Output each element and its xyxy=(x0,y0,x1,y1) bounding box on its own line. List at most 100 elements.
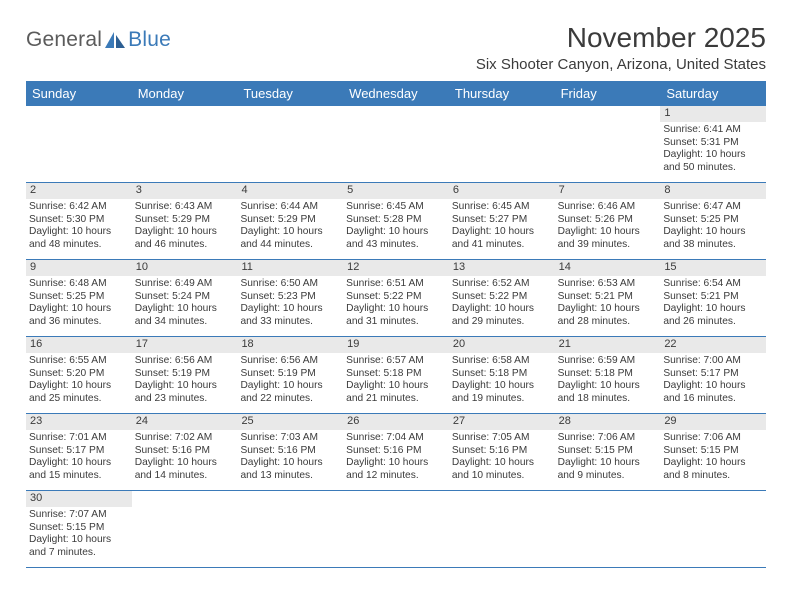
daylight-text: Daylight: 10 hours and 33 minutes. xyxy=(240,303,340,329)
day-cell: 24Sunrise: 7:02 AMSunset: 5:16 PMDayligh… xyxy=(132,414,238,490)
header: General Blue November 2025 Six Shooter C… xyxy=(26,22,766,73)
day-cell: 15 Sunrise: 6:54 AMSunset: 5:21 PMDayligh… xyxy=(660,260,766,336)
day-number xyxy=(343,491,449,493)
day-cell: 1Sunrise: 6:41 AMSunset: 5:31 PMDaylight… xyxy=(660,106,766,182)
day-number xyxy=(343,106,449,108)
brand-name-1: General xyxy=(26,28,102,52)
sunrise-text: Sunrise: 6:52 AM xyxy=(452,278,552,291)
daylight-text: Daylight: 10 hours and 14 minutes. xyxy=(135,457,235,483)
day-cell: 23Sunrise: 7:01 AMSunset: 5:17 PMDayligh… xyxy=(26,414,132,490)
sunset-text: Sunset: 5:25 PM xyxy=(29,291,129,304)
title-block: November 2025 Six Shooter Canyon, Arizon… xyxy=(476,22,766,73)
sunset-text: Sunset: 5:28 PM xyxy=(346,214,446,227)
day-content: Sunrise: 7:01 AMSunset: 5:17 PMDaylight:… xyxy=(29,432,129,483)
daylight-text: Daylight: 10 hours and 19 minutes. xyxy=(452,380,552,406)
sunset-text: Sunset: 5:15 PM xyxy=(29,522,129,535)
day-number: 20 xyxy=(449,337,555,353)
sunset-text: Sunset: 5:16 PM xyxy=(240,445,340,458)
day-number xyxy=(555,106,661,108)
sunset-text: Sunset: 5:25 PM xyxy=(663,214,763,227)
day-content: Sunrise: 7:05 AMSunset: 5:16 PMDaylight:… xyxy=(452,432,552,483)
day-number: 17 xyxy=(132,337,238,353)
day-cell: 25Sunrise: 7:03 AMSunset: 5:16 PMDayligh… xyxy=(237,414,343,490)
day-number: 9 xyxy=(26,260,132,276)
sail-icon xyxy=(104,31,126,49)
sunrise-text: Sunrise: 7:01 AM xyxy=(29,432,129,445)
sunrise-text: Sunrise: 7:02 AM xyxy=(135,432,235,445)
day-cell: 20 Sunrise: 6:58 AMSunset: 5:18 PMDayligh… xyxy=(449,337,555,413)
day-content: Sunrise: 6:45 AMSunset: 5:28 PMDaylight:… xyxy=(346,201,446,252)
sunrise-text: Sunrise: 7:07 AM xyxy=(29,509,129,522)
weekday-header: Thursday xyxy=(449,82,555,106)
day-content: Sunrise: 6:52 AMSunset: 5:22 PMDaylight:… xyxy=(452,278,552,329)
day-cell: 6Sunrise: 6:45 AMSunset: 5:27 PMDaylight… xyxy=(449,183,555,259)
day-cell-empty xyxy=(343,106,449,182)
day-cell-empty xyxy=(555,491,661,567)
weekday-header: Monday xyxy=(132,82,238,106)
daylight-text: Daylight: 10 hours and 16 minutes. xyxy=(663,380,763,406)
day-number: 30 xyxy=(26,491,132,507)
day-content: Sunrise: 6:47 AMSunset: 5:25 PMDaylight:… xyxy=(663,201,763,252)
day-number: 10 xyxy=(132,260,238,276)
weekday-header-row: Sunday Monday Tuesday Wednesday Thursday… xyxy=(26,82,766,106)
brand-logo: General Blue xyxy=(26,22,171,52)
sunset-text: Sunset: 5:20 PM xyxy=(29,368,129,381)
sunrise-text: Sunrise: 6:56 AM xyxy=(135,355,235,368)
day-content: Sunrise: 6:50 AMSunset: 5:23 PMDaylight:… xyxy=(240,278,340,329)
sunset-text: Sunset: 5:16 PM xyxy=(346,445,446,458)
day-content: Sunrise: 6:48 AMSunset: 5:25 PMDaylight:… xyxy=(29,278,129,329)
day-cell-empty xyxy=(237,491,343,567)
day-number xyxy=(132,491,238,493)
daylight-text: Daylight: 10 hours and 36 minutes. xyxy=(29,303,129,329)
day-content: Sunrise: 6:56 AMSunset: 5:19 PMDaylight:… xyxy=(135,355,235,406)
day-cell: 19Sunrise: 6:57 AMSunset: 5:18 PMDayligh… xyxy=(343,337,449,413)
day-number xyxy=(449,106,555,108)
sunset-text: Sunset: 5:16 PM xyxy=(452,445,552,458)
day-cell: 7Sunrise: 6:46 AMSunset: 5:26 PMDaylight… xyxy=(555,183,661,259)
day-number: 4 xyxy=(237,183,343,199)
day-content: Sunrise: 6:44 AMSunset: 5:29 PMDaylight:… xyxy=(240,201,340,252)
daylight-text: Daylight: 10 hours and 25 minutes. xyxy=(29,380,129,406)
day-cell-empty xyxy=(132,491,238,567)
day-number: 22 xyxy=(660,337,766,353)
sunrise-text: Sunrise: 7:06 AM xyxy=(558,432,658,445)
day-content: Sunrise: 7:06 AMSunset: 5:15 PMDaylight:… xyxy=(558,432,658,483)
day-number: 27 xyxy=(449,414,555,430)
day-number: 11 xyxy=(237,260,343,276)
day-number: 15 xyxy=(660,260,766,276)
day-cell: 29Sunrise: 7:06 AMSunset: 5:15 PMDayligh… xyxy=(660,414,766,490)
day-content: Sunrise: 7:03 AMSunset: 5:16 PMDaylight:… xyxy=(240,432,340,483)
daylight-text: Daylight: 10 hours and 43 minutes. xyxy=(346,226,446,252)
calendar-page: General Blue November 2025 Six Shooter C… xyxy=(0,0,792,568)
sunrise-text: Sunrise: 6:49 AM xyxy=(135,278,235,291)
weekday-header: Tuesday xyxy=(237,82,343,106)
weekday-header: Saturday xyxy=(660,82,766,106)
day-number: 14 xyxy=(555,260,661,276)
day-cell: 14 Sunrise: 6:53 AMSunset: 5:21 PMDayligh… xyxy=(555,260,661,336)
day-cell-empty xyxy=(449,491,555,567)
day-number: 13 xyxy=(449,260,555,276)
day-number: 3 xyxy=(132,183,238,199)
daylight-text: Daylight: 10 hours and 46 minutes. xyxy=(135,226,235,252)
sunset-text: Sunset: 5:18 PM xyxy=(452,368,552,381)
calendar-week-row: 1Sunrise: 6:41 AMSunset: 5:31 PMDaylight… xyxy=(26,106,766,183)
sunrise-text: Sunrise: 6:47 AM xyxy=(663,201,763,214)
daylight-text: Daylight: 10 hours and 39 minutes. xyxy=(558,226,658,252)
day-content: Sunrise: 7:02 AMSunset: 5:16 PMDaylight:… xyxy=(135,432,235,483)
sunrise-text: Sunrise: 6:58 AM xyxy=(452,355,552,368)
sunset-text: Sunset: 5:17 PM xyxy=(663,368,763,381)
day-number xyxy=(660,491,766,493)
day-cell: 13 Sunrise: 6:52 AMSunset: 5:22 PMDayligh… xyxy=(449,260,555,336)
day-cell: 4 Sunrise: 6:44 AMSunset: 5:29 PMDaylight… xyxy=(237,183,343,259)
day-content: Sunrise: 6:54 AMSunset: 5:21 PMDaylight:… xyxy=(663,278,763,329)
daylight-text: Daylight: 10 hours and 8 minutes. xyxy=(663,457,763,483)
day-content: Sunrise: 6:53 AMSunset: 5:21 PMDaylight:… xyxy=(558,278,658,329)
daylight-text: Daylight: 10 hours and 48 minutes. xyxy=(29,226,129,252)
day-cell-empty xyxy=(237,106,343,182)
sunrise-text: Sunrise: 6:50 AM xyxy=(240,278,340,291)
sunrise-text: Sunrise: 6:43 AM xyxy=(135,201,235,214)
sunrise-text: Sunrise: 6:48 AM xyxy=(29,278,129,291)
weekday-header: Friday xyxy=(555,82,661,106)
day-number xyxy=(449,491,555,493)
daylight-text: Daylight: 10 hours and 9 minutes. xyxy=(558,457,658,483)
